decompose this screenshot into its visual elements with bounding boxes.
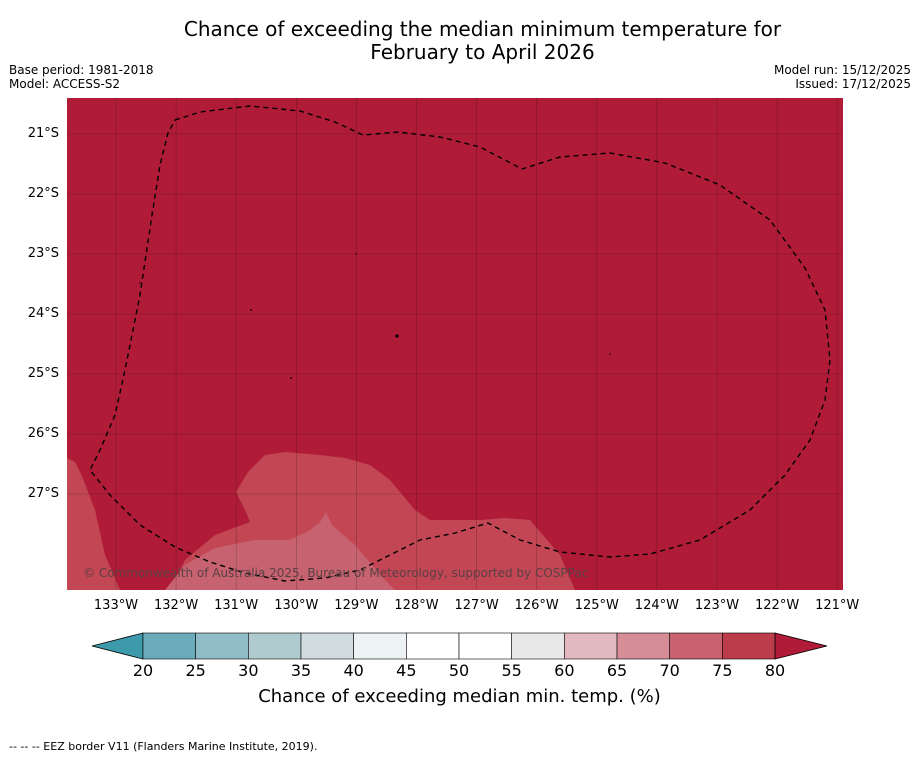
colorbar-tick: 25	[185, 661, 206, 680]
colorbar-tick: 30	[238, 661, 259, 680]
colorbar-segment	[616, 632, 671, 660]
colorbar-tick: 50	[448, 661, 470, 680]
meta-left: Base period: 1981-2018 Model: ACCESS-S2	[9, 63, 154, 91]
colorbar-tick: 80	[764, 661, 786, 680]
colorbar-over-arrow	[774, 632, 828, 660]
colorbar-segment	[406, 632, 460, 660]
colorbar-segment	[300, 632, 354, 660]
eez-border	[89, 105, 831, 582]
colorbar-segment	[248, 632, 302, 660]
lat-label: 22°S	[27, 186, 59, 201]
base-period: Base period: 1981-2018	[9, 63, 154, 77]
colorbar-tick: 40	[343, 661, 364, 680]
graticule	[67, 98, 843, 590]
lon-label: 132°W	[154, 598, 199, 613]
lon-label: 124°W	[634, 598, 679, 613]
eez-legend: -- -- -- EEZ border V11 (Flanders Marine…	[9, 740, 318, 753]
lon-label: 123°W	[694, 598, 740, 613]
colorbar-segment	[195, 632, 249, 660]
colorbar-segment	[722, 632, 776, 660]
lon-label: 129°W	[334, 598, 379, 613]
lat-label: 26°S	[27, 426, 59, 441]
lon-label: 122°W	[755, 598, 800, 613]
colorbar-tick: 55	[501, 661, 522, 680]
colorbar-tick: 75	[712, 661, 733, 680]
lat-label: 25°S	[27, 366, 59, 381]
lon-label: 127°W	[454, 598, 499, 613]
meta-right: Model run: 15/12/2025 Issued: 17/12/2025	[774, 63, 911, 91]
lat-label: 24°S	[27, 306, 59, 321]
map-area	[67, 98, 843, 590]
band-70-75	[165, 512, 395, 590]
colorbar-tick: 60	[554, 661, 575, 680]
lon-label: 126°W	[514, 598, 559, 613]
title-line-2: February to April 2026	[370, 40, 595, 64]
lat-label: 21°S	[27, 126, 59, 141]
map-title: Chance of exceeding the median minimum t…	[0, 18, 919, 64]
lon-label: 128°W	[394, 598, 439, 613]
lon-label: 131°W	[214, 598, 259, 613]
colorbar-segment	[511, 632, 565, 660]
lat-label: 27°S	[27, 486, 59, 501]
colorbar-tick: 35	[290, 661, 312, 680]
colorbar-under-arrow	[91, 632, 144, 660]
copyright-notice: © Commonwealth of Australia 2025, Bureau…	[83, 566, 589, 580]
colorbar	[91, 632, 828, 660]
lon-label: 121°W	[815, 598, 860, 613]
lon-label: 133°W	[93, 598, 139, 613]
island-specks	[139, 212, 611, 379]
colorbar-segment	[458, 632, 512, 660]
colorbar-tick: 70	[659, 661, 680, 680]
probability-field	[67, 98, 843, 590]
colorbar-segment	[669, 632, 723, 660]
model-name: Model: ACCESS-S2	[9, 77, 121, 91]
colorbar-segment	[564, 632, 618, 660]
lon-label: 125°W	[574, 598, 619, 613]
title-line-1: Chance of exceeding the median minimum t…	[183, 17, 782, 41]
colorbar-tick: 65	[606, 661, 628, 680]
lon-label: 130°W	[274, 598, 319, 613]
colorbar-tick: 20	[132, 661, 154, 680]
colorbar-label: Chance of exceeding median min. temp. (%…	[258, 686, 661, 707]
colorbar-segment	[142, 632, 196, 660]
model-run: Model run: 15/12/2025	[773, 63, 911, 77]
colorbar-segment	[353, 632, 407, 660]
colorbar-tick: 45	[396, 661, 417, 680]
issued-date: Issued: 17/12/2025	[795, 77, 911, 91]
lat-label: 23°S	[27, 246, 59, 261]
